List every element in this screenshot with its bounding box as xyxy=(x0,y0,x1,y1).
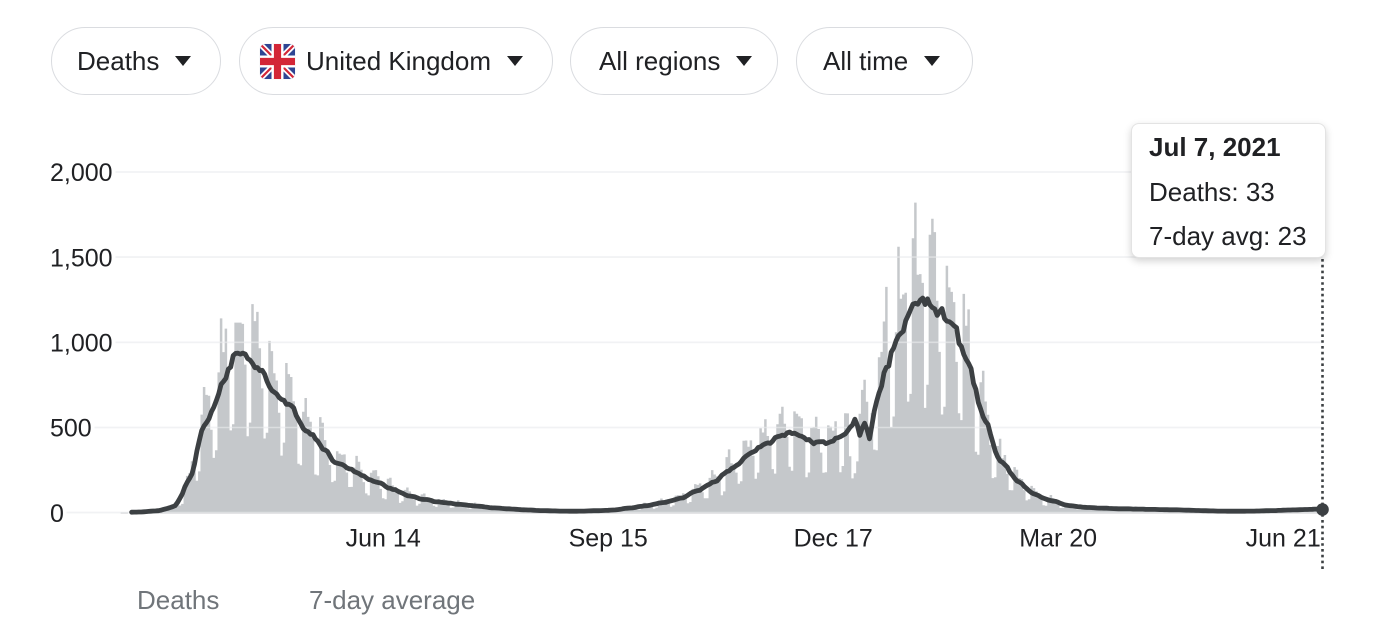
svg-text:Jun 21: Jun 21 xyxy=(1246,525,1321,553)
svg-text:1,500: 1,500 xyxy=(50,244,113,272)
svg-text:Sep 15: Sep 15 xyxy=(569,525,648,553)
svg-text:Mar 20: Mar 20 xyxy=(1019,525,1097,553)
svg-text:500: 500 xyxy=(50,415,92,443)
svg-text:0: 0 xyxy=(50,500,64,528)
svg-text:Jun 14: Jun 14 xyxy=(346,525,421,553)
svg-text:1,000: 1,000 xyxy=(50,330,113,358)
svg-text:Dec 17: Dec 17 xyxy=(794,525,873,553)
svg-text:2,000: 2,000 xyxy=(50,159,113,187)
